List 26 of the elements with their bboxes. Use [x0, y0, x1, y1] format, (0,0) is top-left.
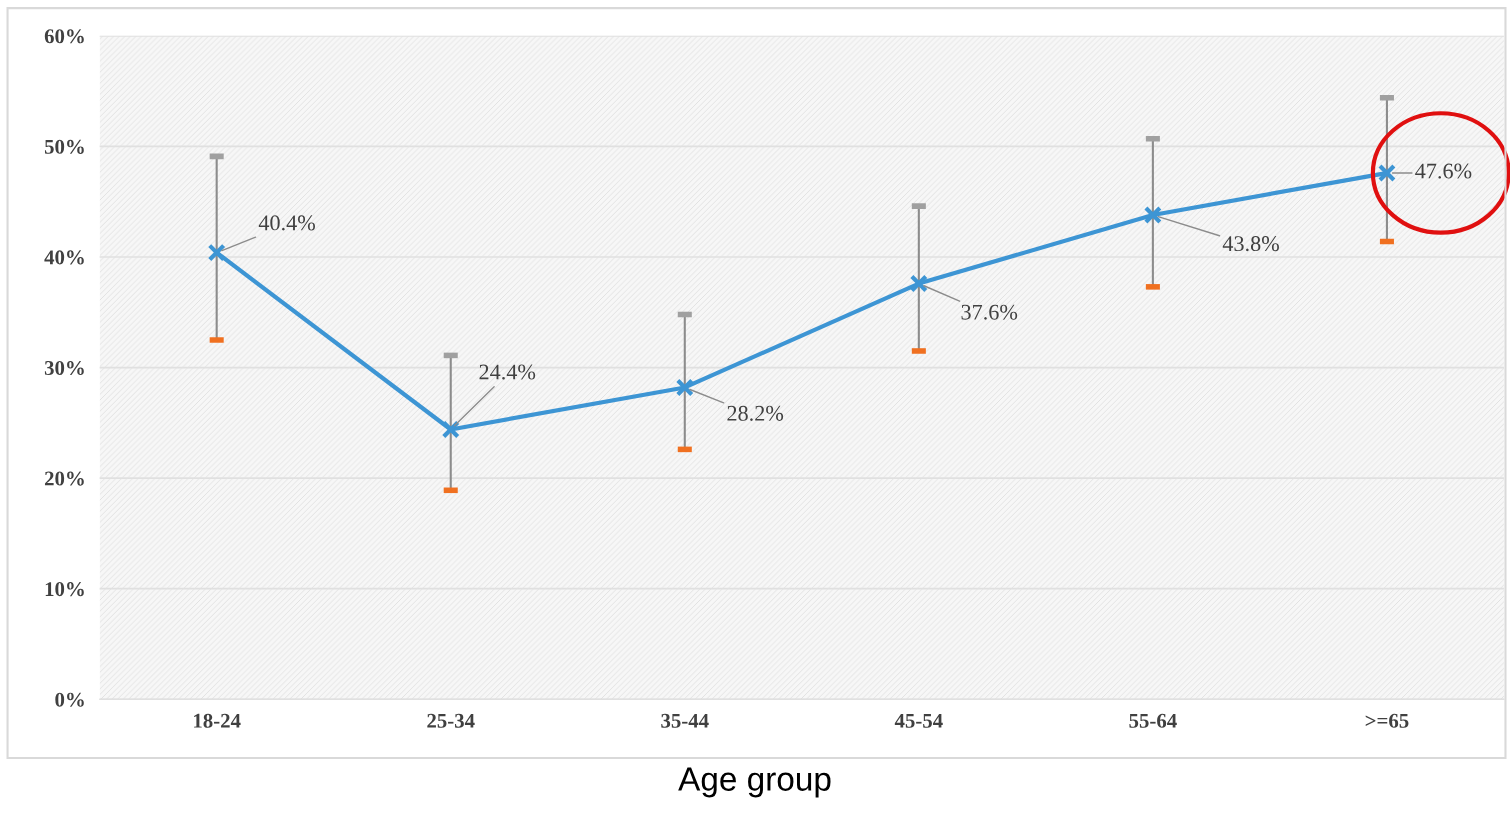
point — [441, 420, 460, 439]
data-label: 37.6% — [961, 304, 1018, 320]
x-tick-label: 35-44 — [661, 713, 709, 728]
x-tick-label: 25-34 — [427, 713, 475, 728]
data-label: 47.6% — [1415, 163, 1472, 179]
y-tick-label: 60% — [44, 29, 84, 44]
point — [1377, 163, 1396, 182]
y-tick-label: 30% — [44, 360, 84, 376]
y-tick-label: 0% — [55, 692, 84, 707]
data-label: 40.4% — [258, 215, 315, 231]
data-label: 43.8% — [1222, 236, 1279, 252]
point — [675, 378, 694, 397]
y-tick-label: 20% — [44, 471, 84, 486]
point — [1143, 205, 1162, 225]
x-tick-label: >=65 — [1365, 713, 1409, 728]
x-tick-label: 55-64 — [1129, 713, 1177, 728]
y-tick-label: 50% — [44, 139, 84, 154]
data-label: 28.2% — [727, 405, 784, 421]
data-label: 24.4% — [479, 364, 536, 380]
point — [909, 274, 928, 293]
x-axis-title: Age group — [678, 767, 831, 798]
y-tick-label: 40% — [44, 250, 84, 265]
x-tick-label: 18-24 — [194, 713, 241, 728]
y-tick-label: 10% — [45, 582, 84, 597]
point — [207, 243, 226, 262]
x-tick-label: 45-54 — [894, 713, 943, 728]
